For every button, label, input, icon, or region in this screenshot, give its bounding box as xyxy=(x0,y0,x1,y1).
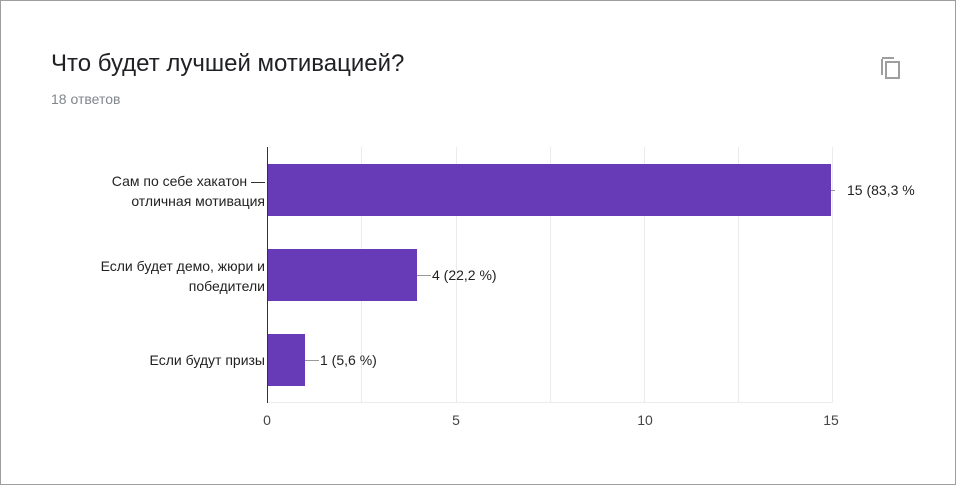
category-label: Если будут призы xyxy=(150,350,265,370)
y-axis-line xyxy=(267,147,268,403)
x-tick: 15 xyxy=(823,412,839,428)
category-label-line: Если будет демо, жюри и xyxy=(100,258,265,274)
category-label-line: победители xyxy=(188,278,265,294)
category-label-line: отличная мотивация xyxy=(131,193,265,209)
value-label: 15 (83,3 % xyxy=(847,182,915,198)
x-tick: 10 xyxy=(637,412,653,428)
category-label-line: Сам по себе хакатон — xyxy=(111,173,265,189)
label-leader xyxy=(305,360,319,361)
response-count: 18 ответов xyxy=(51,91,121,107)
gridline xyxy=(832,147,833,403)
gridline xyxy=(456,147,457,403)
question-title: Что будет лучшей мотивацией? xyxy=(51,50,405,77)
copy-chart-button[interactable] xyxy=(880,56,902,80)
gridline xyxy=(550,147,551,403)
category-label: Сам по себе хакатон — отличная мотивация xyxy=(112,171,265,211)
x-tick: 0 xyxy=(263,412,271,428)
value-label: 4 (22,2 %) xyxy=(432,267,497,283)
category-label: Если будет демо, жюри и победители xyxy=(101,256,265,296)
label-leader xyxy=(831,190,835,191)
bar-0[interactable] xyxy=(268,164,831,216)
gridline xyxy=(644,147,645,403)
x-axis-line xyxy=(267,402,832,403)
value-label: 1 (5,6 %) xyxy=(320,352,377,368)
gridline xyxy=(738,147,739,403)
bar-1[interactable] xyxy=(268,249,417,301)
category-label-line: Если будут призы xyxy=(149,352,265,368)
label-leader xyxy=(417,275,431,276)
bar-2[interactable] xyxy=(268,334,305,386)
x-tick: 5 xyxy=(452,412,460,428)
copy-icon xyxy=(881,57,900,79)
